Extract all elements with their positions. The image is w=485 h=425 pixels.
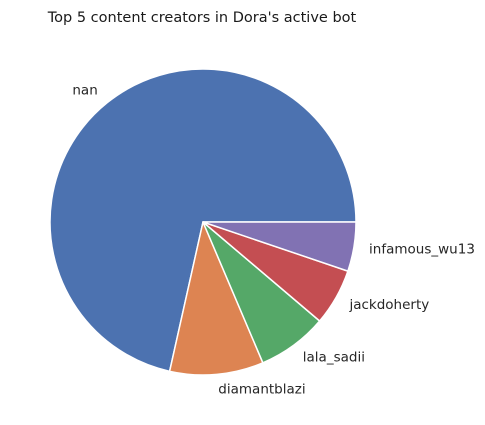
pie-slice-nan	[49, 68, 357, 373]
pie-slice-diamantblazi	[168, 221, 264, 376]
pie-label-infamous-wu13: infamous_wu13	[369, 241, 475, 257]
pie-label-lala-sadii: lala_sadii	[303, 350, 365, 366]
pie-slices	[49, 68, 357, 376]
pie-label-diamantblazi: diamantblazi	[218, 382, 305, 398]
pie-slice-infamous-wu13	[202, 221, 357, 272]
pie-label-jackdoherty: jackdoherty	[348, 297, 429, 313]
pie-label-nan: nan	[72, 83, 97, 99]
pie-labels: nan diamantblazi lala_sadii jackdoherty infa…	[72, 83, 475, 398]
chart-title: Top 5 content creators in Dora's active …	[47, 10, 357, 26]
